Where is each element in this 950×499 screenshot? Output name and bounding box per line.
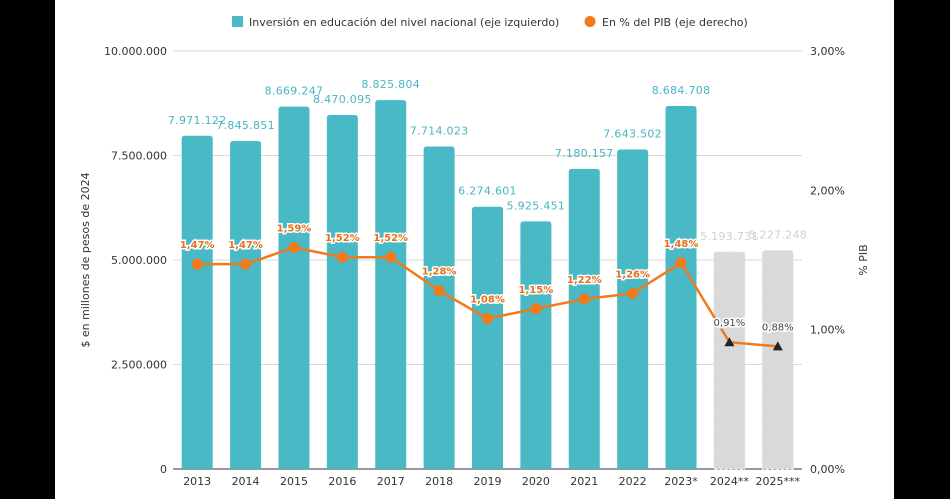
pct-value-label: 0,91% (714, 318, 746, 329)
x-axis-tick-label: 2013 (183, 475, 211, 488)
pct-value-label: 1,28% (422, 267, 457, 278)
right-axis: 0,00% 1,00% 2,00% 3,00% (810, 45, 845, 476)
projected-bar[interactable] (713, 251, 746, 470)
x-axis: 2013 2014 2015 2016 2017 2018 2019 2020 2021 2022… (183, 475, 800, 488)
right-axis-tick-label: 3,00% (810, 45, 845, 58)
bar[interactable] (278, 106, 310, 469)
x-axis-tick-label: 2014 (232, 475, 260, 488)
pib-point[interactable] (578, 293, 590, 305)
pct-value-label: 1,48% (664, 239, 699, 250)
left-axis: 0 2.500.000 5.000.000 7.500.000 10.000.000 (104, 45, 167, 476)
bar[interactable] (423, 146, 455, 469)
left-axis-tick-label: 10.000.000 (104, 45, 167, 58)
legend: Inversión en educación del nivel naciona… (232, 16, 748, 29)
left-axis-tick-label: 7.500.000 (111, 150, 167, 163)
pib-point[interactable] (191, 258, 203, 270)
pct-value-label: 1,08% (470, 295, 505, 306)
pct-value-labels: 1,47% 1,47% 1,59% 1,52% 1,52% 1,28% 1,08% 1,15%… (178, 222, 795, 335)
pct-value-label: 1,22% (567, 275, 602, 286)
bar-value-label: 7.714.023 (410, 125, 469, 138)
bar-value-label: 5.193.731 (700, 230, 759, 243)
bar[interactable] (568, 168, 600, 469)
pib-point[interactable] (240, 258, 252, 270)
pct-value-label: 1,59% (277, 223, 312, 234)
x-axis-tick-label: 2017 (377, 475, 405, 488)
legend-bar-swatch (232, 16, 243, 27)
pib-point[interactable] (288, 241, 300, 253)
bar[interactable] (472, 206, 503, 469)
pct-value-label: 1,15% (519, 285, 554, 296)
x-axis-tick-label: 2015 (280, 475, 308, 488)
x-axis-tick-label: 2019 (474, 475, 502, 488)
bar[interactable] (230, 141, 262, 469)
legend-line-swatch (584, 16, 596, 27)
x-axis-tick-label: 2016 (328, 475, 356, 488)
right-axis-tick-label: 2,00% (810, 184, 845, 197)
pct-value-label: 1,47% (180, 240, 215, 251)
left-axis-tick-label: 0 (160, 463, 167, 476)
right-axis-title: % PIB (857, 244, 870, 275)
bar-value-label: 8.470.095 (313, 93, 372, 106)
bar[interactable] (665, 105, 697, 470)
bar-value-label: 8.684.708 (652, 84, 711, 97)
bar[interactable] (326, 114, 358, 470)
pct-value-label: 0,88% (762, 322, 794, 333)
x-axis-tick-label: 2021 (570, 475, 598, 488)
legend-line-label[interactable]: En % del PIB (eje derecho) (602, 16, 748, 29)
projected-point-triangle[interactable] (772, 341, 783, 351)
bar-value-label: 8.669.247 (265, 85, 324, 98)
bar-value-label: 7.845.851 (216, 119, 275, 132)
x-axis-tick-label: 2020 (522, 475, 550, 488)
bar-value-label: 5.227.248 (748, 229, 807, 242)
bar-value-label: 8.825.804 (361, 78, 420, 91)
right-axis-tick-label: 1,00% (810, 324, 845, 337)
x-axis-tick-label: 2025*** (756, 475, 801, 488)
bar-value-label: 6.274.601 (458, 185, 517, 198)
left-axis-tick-label: 5.000.000 (111, 254, 167, 267)
bar-value-label: 7.643.502 (603, 128, 662, 141)
x-axis-tick-label: 2024** (710, 475, 749, 488)
pib-line (191, 241, 783, 351)
pib-point[interactable] (675, 257, 687, 269)
projected-bar[interactable] (761, 250, 794, 470)
bars (181, 100, 794, 470)
pct-value-label: 1,52% (373, 233, 408, 244)
bar-value-label: 5.925.451 (507, 199, 566, 212)
projected-point-triangle[interactable] (724, 337, 735, 347)
bar[interactable] (617, 149, 649, 469)
x-axis-tick-label: 2023* (664, 475, 698, 488)
left-axis-title: $ en millones de pesos de 2024 (79, 172, 92, 347)
pib-point[interactable] (433, 285, 445, 297)
bar[interactable] (181, 135, 213, 469)
x-axis-tick-label: 2018 (425, 475, 453, 488)
bar[interactable] (375, 100, 407, 469)
pib-point[interactable] (530, 303, 542, 315)
x-axis-tick-label: 2022 (619, 475, 647, 488)
pct-value-label: 1,52% (325, 233, 360, 244)
right-axis-tick-label: 0,00% (810, 463, 845, 476)
pct-value-label: 1,47% (228, 240, 263, 251)
bar-value-label: 7.971.122 (168, 114, 227, 127)
legend-bar-label[interactable]: Inversión en educación del nivel naciona… (249, 16, 559, 29)
pib-point[interactable] (627, 287, 639, 299)
pib-point[interactable] (482, 313, 493, 325)
pct-value-label: 1,26% (615, 269, 650, 280)
bar-value-label: 7.180.157 (555, 147, 614, 160)
chart-canvas: 7.971.122 7.845.851 8.669.247 8.470.095 8.82… (55, 0, 894, 499)
pib-point[interactable] (336, 251, 348, 263)
left-axis-tick-label: 2.500.000 (111, 359, 167, 372)
bar[interactable] (520, 221, 552, 469)
pib-point[interactable] (385, 251, 397, 263)
